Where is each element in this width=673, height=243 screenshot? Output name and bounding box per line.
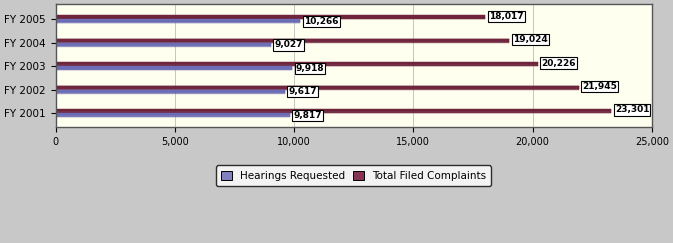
Bar (55, 39, 509, 40)
Bar (55, 112, 611, 113)
Text: 23,301: 23,301 (615, 105, 649, 114)
Bar (55, 90, 285, 91)
Bar (55, 43, 271, 44)
Bar (55, 21, 300, 22)
Bar (55, 68, 292, 69)
Text: 19,024: 19,024 (513, 35, 548, 44)
Bar (55, 39, 509, 40)
Text: 9,617: 9,617 (289, 87, 317, 96)
Bar (55, 16, 485, 17)
Bar (55, 65, 538, 66)
Bar (55, 86, 579, 87)
Bar (55, 116, 289, 117)
Bar (55, 62, 538, 63)
Bar (55, 110, 611, 111)
Bar (55, 15, 485, 16)
Legend: Hearings Requested, Total Filed Complaints: Hearings Requested, Total Filed Complain… (216, 165, 491, 186)
Bar (55, 45, 271, 46)
Text: 21,945: 21,945 (583, 82, 617, 91)
Bar (55, 92, 285, 93)
Bar (55, 68, 292, 69)
Bar (55, 111, 611, 112)
Bar (55, 42, 509, 43)
Text: 10,266: 10,266 (304, 17, 339, 26)
Bar (55, 109, 611, 110)
Bar (55, 65, 538, 66)
Text: 18,017: 18,017 (489, 12, 524, 21)
Bar (55, 43, 271, 44)
Bar (55, 64, 538, 65)
Bar (55, 40, 509, 41)
Bar (55, 41, 509, 42)
Text: 9,027: 9,027 (275, 41, 303, 50)
Bar (55, 87, 579, 88)
Text: 20,226: 20,226 (542, 59, 576, 68)
Bar (55, 17, 485, 18)
Bar (55, 93, 285, 94)
Bar (55, 110, 611, 111)
Bar (55, 69, 292, 70)
Bar (55, 114, 289, 115)
Bar (55, 66, 292, 67)
Bar (55, 69, 292, 70)
Bar (55, 112, 611, 113)
Bar (55, 23, 300, 24)
Bar (55, 21, 300, 22)
Bar (55, 114, 289, 115)
Bar (55, 44, 271, 45)
Bar (55, 18, 485, 19)
Bar (55, 67, 292, 68)
Bar (55, 63, 538, 64)
Bar (55, 20, 300, 21)
Bar (55, 86, 579, 87)
Bar (55, 45, 271, 46)
Bar (55, 63, 538, 64)
Bar (55, 22, 300, 23)
Bar (55, 115, 289, 116)
Bar (55, 18, 485, 19)
Bar (55, 19, 300, 20)
Bar (55, 91, 285, 92)
Bar (55, 41, 509, 42)
Bar (55, 88, 579, 89)
Text: 9,817: 9,817 (293, 111, 322, 120)
Bar (55, 92, 285, 93)
Text: 9,918: 9,918 (295, 64, 324, 73)
Bar (55, 113, 289, 114)
Bar (55, 89, 579, 90)
Bar (55, 87, 579, 88)
Bar (55, 116, 289, 117)
Bar (55, 46, 271, 47)
Bar (55, 90, 285, 91)
